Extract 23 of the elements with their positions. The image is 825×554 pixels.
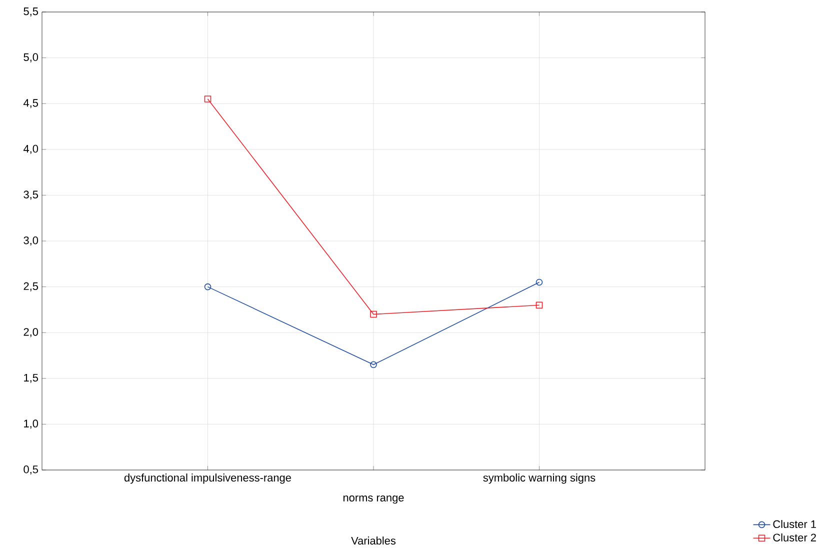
y-tick-label: 5,0	[24, 53, 38, 62]
y-tick-label: 1,0	[24, 420, 38, 429]
y-tick-label: 4,5	[23, 99, 38, 108]
point	[536, 302, 543, 309]
x-tick-label: norms range	[343, 496, 404, 504]
legend-label: Cluster 2	[773, 533, 816, 542]
y-tick-label: 2,0	[24, 328, 38, 338]
point	[204, 96, 212, 102]
point	[370, 310, 377, 318]
x-tick-label: symbolic warning signs	[483, 474, 596, 484]
point	[370, 361, 377, 368]
x-tick-label: dysfunctional impulsiveness-range	[124, 474, 291, 484]
legend-label: Cluster 1	[773, 520, 816, 528]
y-tick-label: 5,5	[24, 8, 38, 16]
point	[204, 283, 212, 290]
y-tick-label: 4,0	[23, 144, 38, 154]
y-tick-label: 3,0	[24, 236, 38, 246]
point	[536, 278, 543, 286]
y-tick-label: 3,5	[24, 190, 38, 200]
x-axis-title: Variables	[351, 536, 396, 545]
y-tick-label: 2,5	[24, 282, 38, 292]
y-tick-label: 1,5	[24, 374, 38, 383]
y-tick-label: 0,5	[24, 465, 38, 475]
